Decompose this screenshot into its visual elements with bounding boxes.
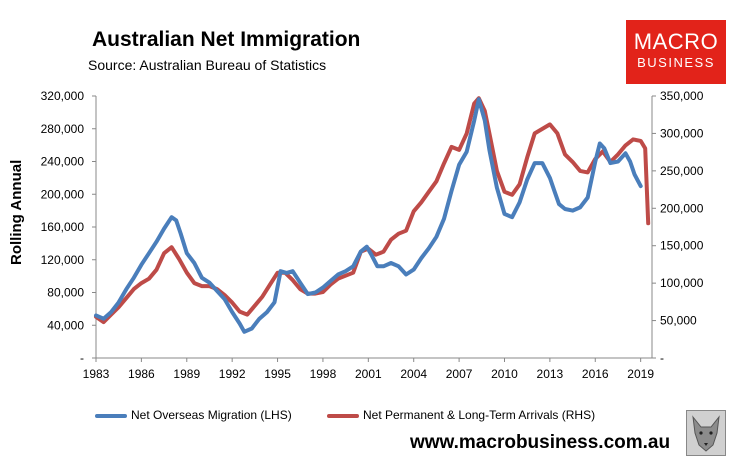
macrobusiness-logo: MACRO BUSINESS: [626, 20, 726, 84]
x-tick-label: 2007: [446, 367, 473, 381]
logo-line-2: BUSINESS: [637, 55, 715, 70]
x-tick-label: 1992: [219, 367, 246, 381]
series-line-net-overseas-migration: [94, 97, 643, 334]
x-tick-label: 2013: [537, 367, 564, 381]
legend-item-nom: Net Overseas Migration (LHS): [95, 408, 292, 422]
y-left-tick-label: 280,000: [41, 122, 85, 136]
y-right-tick-label: 350,000: [660, 89, 704, 103]
legend-swatch-plta: [327, 413, 359, 418]
y-left-tick-label: 160,000: [41, 220, 85, 234]
y-left-tick-label: 120,000: [41, 253, 85, 267]
x-tick-label: 1989: [173, 367, 200, 381]
x-tick-label: 2010: [491, 367, 518, 381]
logo-line-1: MACRO: [633, 29, 719, 54]
x-tick-label: 1986: [128, 367, 155, 381]
y-right-tick-label: 300,000: [660, 126, 704, 140]
chart-axes: - 40,000 80,000 120,000 160,000 200,000 240,00…: [41, 89, 704, 381]
y-left-tick-label: -: [80, 351, 84, 365]
y-left-tick-label: 240,000: [41, 155, 85, 169]
series-line-net-permanent-long-term-arrivals: [94, 96, 651, 325]
chart-subtitle: Source: Australian Bureau of Statistics: [88, 57, 327, 73]
y-right-tick-label: 150,000: [660, 239, 704, 253]
x-tick-label: 2016: [582, 367, 609, 381]
x-tick-label: 1998: [310, 367, 337, 381]
legend-label-plta: Net Permanent & Long-Term Arrivals (RHS): [363, 408, 596, 422]
y-right-tick-label: 100,000: [660, 276, 704, 290]
y-left-tick-label: 320,000: [41, 89, 85, 103]
x-tick-label: 2019: [627, 367, 654, 381]
y-right-tick-label: 250,000: [660, 164, 704, 178]
x-tick-label: 2001: [355, 367, 382, 381]
legend-item-plta: Net Permanent & Long-Term Arrivals (RHS): [327, 408, 595, 422]
y-left-tick-label: 200,000: [41, 187, 85, 201]
series-layer: [94, 96, 651, 334]
y-left-tick-label: 40,000: [47, 318, 84, 332]
y-right-tick-label: 50,000: [660, 314, 697, 328]
x-tick-label: 1995: [264, 367, 291, 381]
x-tick-label: 1983: [83, 367, 110, 381]
wolf-logo-image: [686, 410, 726, 456]
legend-swatch-nom: [95, 413, 127, 418]
x-tick-label: 2004: [400, 367, 427, 381]
y-right-tick-label: 200,000: [660, 201, 704, 215]
website-url: www.macrobusiness.com.au: [410, 432, 671, 453]
legend-label-nom: Net Overseas Migration (LHS): [131, 408, 292, 422]
y-left-tick-label: 80,000: [47, 286, 84, 300]
y-right-tick-label: -: [660, 351, 664, 365]
chart-title: Australian Net Immigration: [92, 28, 361, 51]
